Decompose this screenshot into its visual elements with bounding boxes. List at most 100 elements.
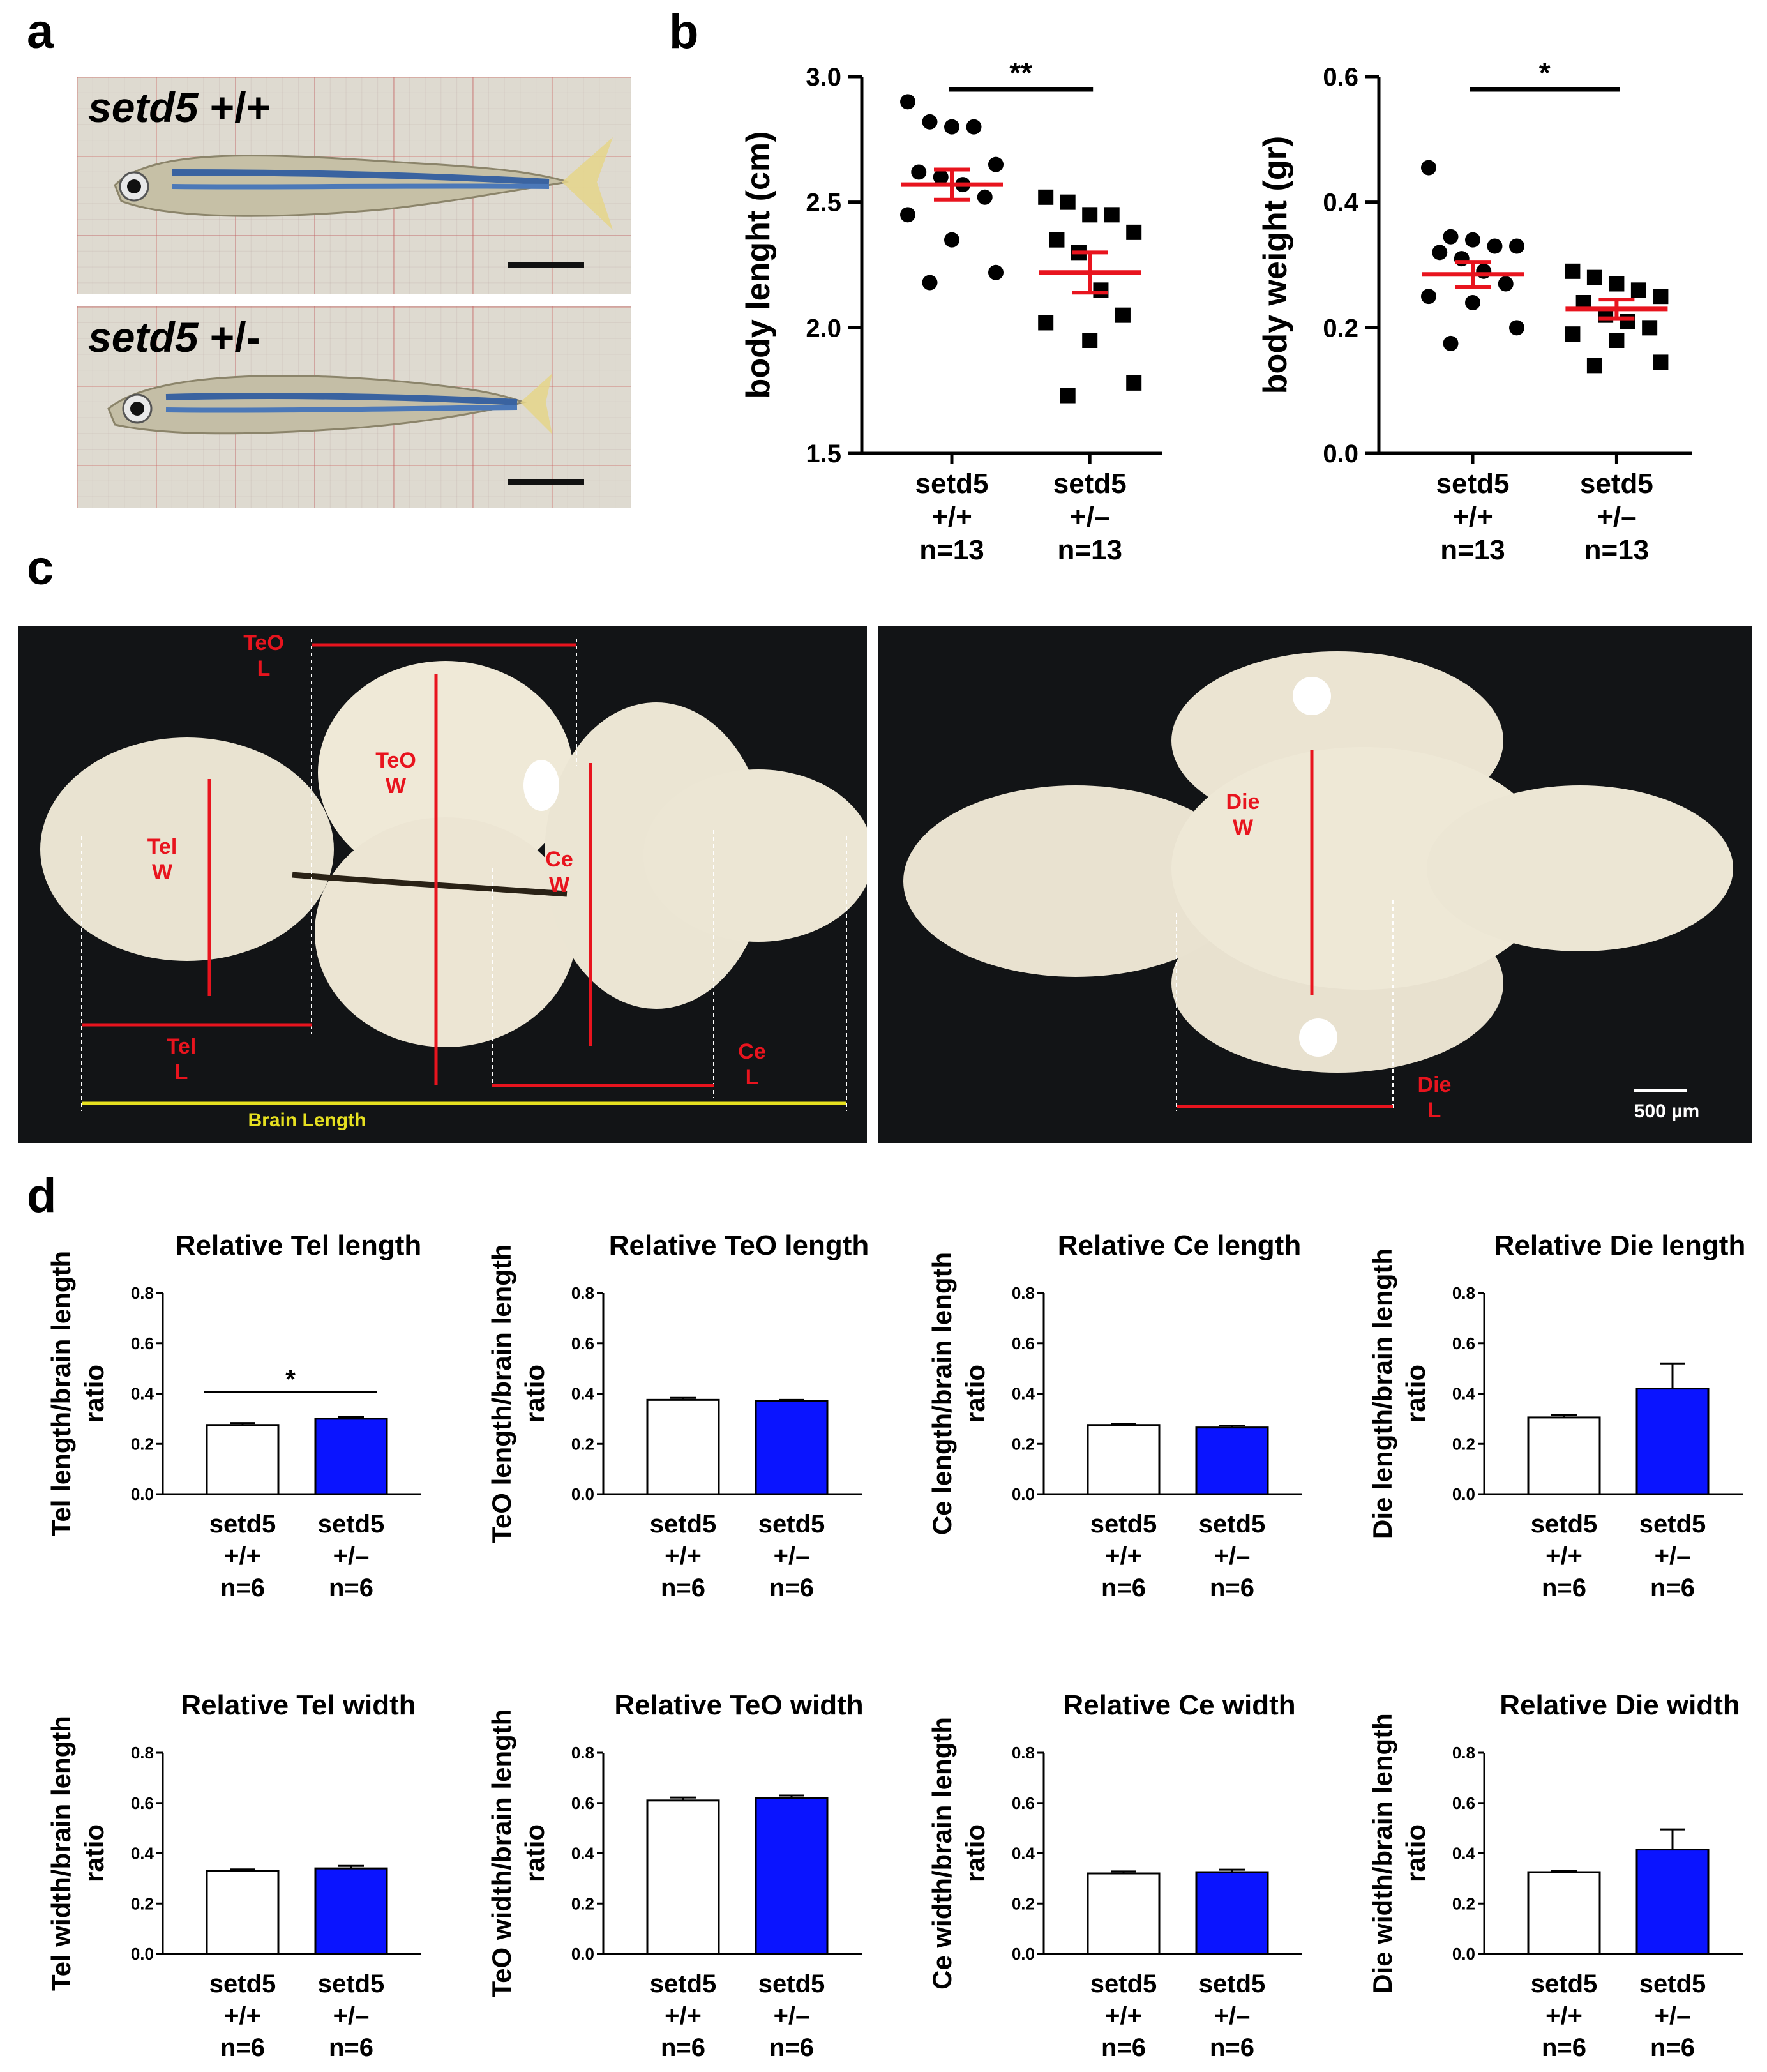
data-point: [988, 156, 1004, 172]
data-point: [1454, 251, 1470, 267]
y-tick-label: 3.0: [806, 63, 841, 91]
data-point: [911, 164, 927, 180]
x-tick-label: setd5: [758, 1510, 825, 1538]
x-tick-label: +/+: [1545, 1542, 1583, 1570]
x-tick-label: setd5: [1090, 1970, 1157, 1998]
x-tick-label: +/–: [774, 2002, 810, 2030]
y-tick-label: 0.8: [1452, 1283, 1475, 1303]
y-axis-label-unit: ratio: [1401, 1824, 1431, 1882]
data-point: [933, 169, 949, 185]
ce-length-bar-chart: Relative Ce length Ce length/brain length…: [927, 1230, 1302, 1602]
data-point: [1498, 276, 1514, 292]
data-point: [1565, 326, 1581, 342]
x-tick-label: n=6: [1101, 2034, 1146, 2062]
x-tick-label: n=6: [1542, 2034, 1586, 2062]
x-tick-label: n=13: [1584, 534, 1650, 566]
die-length-bar-chart: Relative Die length Die length/brain leng…: [1367, 1230, 1746, 1602]
data-point: [1443, 229, 1459, 245]
y-tick-label: 0.2: [131, 1434, 154, 1453]
chart-title: Relative Die width: [1500, 1690, 1740, 1721]
svg-text:W: W: [386, 774, 407, 798]
y-tick-label: 0.6: [1452, 1334, 1475, 1353]
brain-illustration-dorsal: TeO L TeO W Tel W Ce W Tel L Ce L Brain …: [40, 631, 867, 1131]
data-point: [1432, 245, 1448, 261]
ce-width-bar-chart: Relative Ce width Ce width/brain length ra…: [927, 1690, 1302, 2062]
data-point: [1082, 333, 1098, 348]
y-tick-label: 0.8: [131, 1743, 154, 1762]
y-tick-label: 0.8: [571, 1283, 594, 1303]
x-tick-label: n=6: [1650, 2034, 1695, 2062]
significance-marker: *: [1539, 56, 1551, 89]
x-tick-label: n=6: [661, 2034, 705, 2062]
y-tick-label: 0.4: [1452, 1844, 1476, 1863]
data-point: [1060, 194, 1076, 210]
brain-label-brain-length: Brain Length: [248, 1110, 366, 1131]
data-point: [1126, 224, 1142, 240]
y-axis-label-unit: ratio: [960, 1365, 990, 1423]
bar: [1527, 1871, 1601, 1955]
data-point: [1465, 295, 1480, 310]
x-tick-label: n=6: [1210, 1574, 1254, 1602]
x-tick-label: setd5: [650, 1510, 717, 1538]
svg-text:L: L: [1428, 1098, 1441, 1123]
data-point: [1093, 282, 1109, 298]
brain-label-die-length: Die: [1418, 1073, 1452, 1097]
y-tick-label: 0.0: [1452, 1485, 1475, 1504]
x-tick-label: n=6: [769, 2034, 814, 2062]
y-tick-label: 0.8: [1012, 1743, 1035, 1762]
x-tick-label: n=6: [661, 1574, 705, 1602]
chart-title: Relative Tel width: [181, 1690, 416, 1721]
data-point: [1642, 320, 1658, 336]
y-tick-label: 0.6: [131, 1334, 154, 1353]
fish-illustration-wildtype: [114, 137, 613, 230]
bar: [314, 1418, 388, 1495]
y-tick-label: 0.2: [1452, 1434, 1475, 1453]
teo-width-bar-chart: Relative TeO width TeO width/brain length…: [486, 1690, 864, 2062]
brain-photo-ventral: Die W Die L 500 µm: [878, 626, 1752, 1143]
y-tick-label: 0.2: [571, 1894, 594, 1913]
x-tick-label: n=13: [1440, 534, 1505, 566]
x-tick-label: +/–: [333, 1542, 370, 1570]
brain-photo-dorsal: TeO L TeO W Tel W Ce W Tel L Ce L Brain …: [18, 626, 867, 1143]
data-point: [900, 207, 915, 223]
y-axis-label-unit: ratio: [520, 1824, 550, 1882]
y-axis-label: TeO length/brain length: [486, 1244, 516, 1543]
svg-text:L: L: [257, 656, 271, 681]
bar: [1527, 1416, 1601, 1495]
data-point: [1653, 354, 1669, 370]
y-tick-label: 0.6: [1012, 1794, 1035, 1813]
y-tick-label: 0.8: [1452, 1743, 1475, 1762]
data-point: [1620, 314, 1635, 329]
brain-label-die-width: Die: [1226, 790, 1260, 814]
fish-photo-heterozygous: setd5 +/-: [77, 306, 631, 508]
y-tick-label: 0.2: [1012, 1894, 1035, 1913]
x-tick-label: +/–: [1214, 2002, 1251, 2030]
brain-label-teo-length: TeO: [243, 631, 284, 655]
y-axis-label: Tel length/brain length: [46, 1251, 76, 1536]
x-tick-label: +/–: [1214, 1542, 1251, 1570]
y-axis-label-unit: ratio: [520, 1365, 550, 1423]
data-point: [977, 189, 993, 205]
x-tick-label: +/+: [665, 1542, 702, 1570]
data-point: [944, 119, 959, 135]
data-point: [1630, 282, 1646, 298]
data-point: [1586, 269, 1602, 285]
significance-marker: **: [1009, 56, 1032, 89]
x-tick-label: setd5: [209, 1510, 276, 1538]
data-point: [1038, 189, 1054, 205]
brain-label-teo-width: TeO: [375, 748, 416, 773]
y-axis-label: Die width/brain length: [1367, 1713, 1397, 1993]
x-tick-label: setd5: [1580, 468, 1653, 499]
fish-photo-wildtype: setd5 +/+: [77, 77, 631, 294]
data-point: [944, 232, 959, 248]
x-tick-label: +/–: [1655, 2002, 1691, 2030]
chart-title: Relative Die length: [1494, 1230, 1746, 1261]
svg-text:L: L: [746, 1065, 759, 1089]
y-tick-label: 0.4: [1452, 1384, 1476, 1403]
x-tick-label: n=6: [329, 2034, 373, 2062]
svg-text:W: W: [152, 860, 173, 884]
x-tick-label: setd5: [1090, 1510, 1157, 1538]
x-tick-label: setd5: [1531, 1970, 1598, 1998]
